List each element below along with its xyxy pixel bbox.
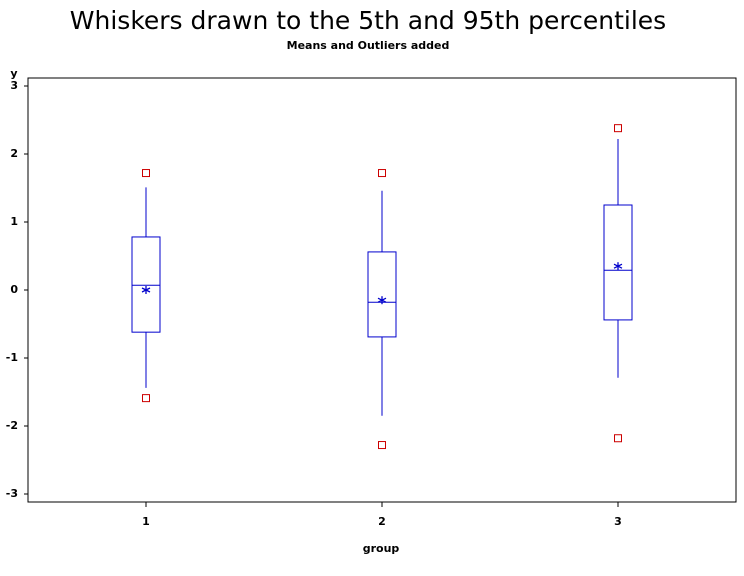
mean-stroke <box>613 263 623 269</box>
mean-stroke <box>141 287 151 293</box>
outlier <box>614 124 622 133</box>
box <box>367 251 397 338</box>
y-tick-label: -1 <box>6 351 18 364</box>
y-tick-label: 2 <box>10 147 18 160</box>
y-axis-label: y <box>10 67 17 80</box>
y-tick-label: 3 <box>10 79 18 92</box>
mean-stroke <box>377 297 387 303</box>
outlier <box>142 394 150 403</box>
y-tick-label: -2 <box>6 419 18 432</box>
y-tick-label: 1 <box>10 215 18 228</box>
y-tick-label: 0 <box>10 283 18 296</box>
chart-title: Whiskers drawn to the 5th and 95th perce… <box>70 6 666 35</box>
plot-frame <box>27 77 737 503</box>
mean-marker <box>141 286 151 294</box>
x-tick-label: 1 <box>142 515 150 528</box>
y-tick-label: -3 <box>6 487 18 500</box>
x-tick-label: 2 <box>378 515 386 528</box>
mean-marker <box>613 262 623 271</box>
x-axis-label: group <box>363 542 400 555</box>
outlier <box>142 169 150 178</box>
outlier <box>614 434 622 443</box>
mean-marker <box>377 296 387 305</box>
box <box>603 204 633 321</box>
chart-subtitle: Means and Outliers added <box>287 39 450 52</box>
outlier <box>378 169 386 178</box>
box <box>131 236 161 333</box>
x-tick-label: 3 <box>614 515 622 528</box>
outlier <box>378 441 386 450</box>
